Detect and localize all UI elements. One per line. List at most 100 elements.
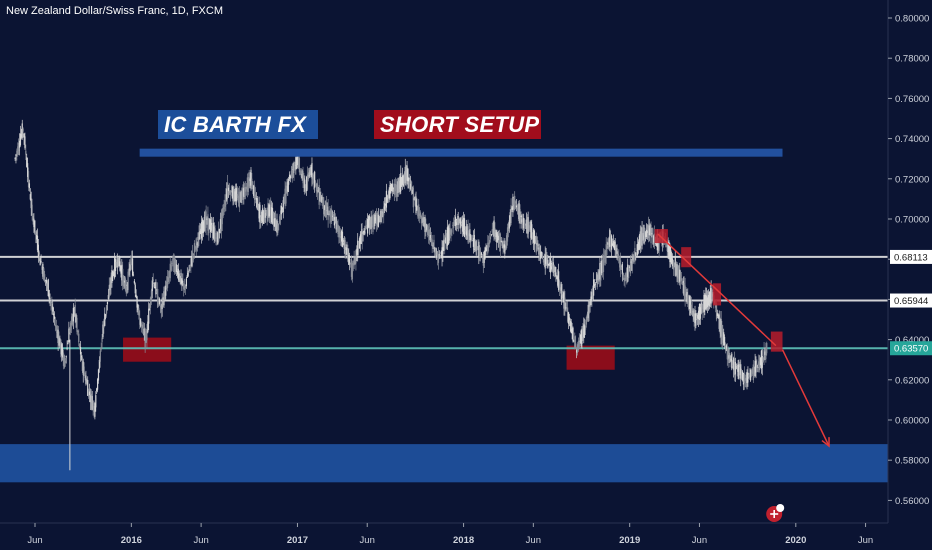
candle-body xyxy=(668,241,670,259)
candle-body xyxy=(161,298,163,310)
candle-body xyxy=(270,204,272,219)
candle-body xyxy=(337,224,339,235)
candle-body xyxy=(167,277,170,282)
candle-body xyxy=(497,234,499,241)
candle-body xyxy=(210,222,213,231)
candle-body xyxy=(612,241,614,248)
candle-body xyxy=(201,219,204,234)
candle-body xyxy=(591,292,593,300)
candle-body xyxy=(653,235,655,243)
candle-body xyxy=(558,280,561,289)
candle-body xyxy=(505,243,507,245)
candle-body xyxy=(114,259,117,272)
candle-body xyxy=(479,247,481,257)
candle-body xyxy=(760,350,762,369)
candle-body xyxy=(288,174,291,180)
candle-body xyxy=(727,349,729,360)
candle-body xyxy=(99,350,101,362)
candle-body xyxy=(253,185,256,200)
candle-body xyxy=(593,279,595,296)
candle-body xyxy=(208,218,210,234)
candle-body xyxy=(552,262,554,273)
candle-body xyxy=(606,245,608,250)
candle-body xyxy=(52,306,54,312)
candle-body xyxy=(86,382,88,384)
candle-body xyxy=(465,226,467,235)
candle-body xyxy=(249,178,251,182)
candle-body xyxy=(315,183,318,192)
candle-body xyxy=(392,183,394,192)
y-tick-label: 0.76000 xyxy=(895,94,929,105)
candle-body xyxy=(758,355,761,371)
x-tick-label: 2017 xyxy=(287,535,308,546)
candle-body xyxy=(132,274,135,276)
candle-body xyxy=(26,157,28,167)
candle-body xyxy=(641,227,643,246)
candle-body xyxy=(530,221,532,238)
candle-body xyxy=(399,176,401,193)
candle-body xyxy=(342,240,344,242)
candle-body xyxy=(350,258,353,277)
candle-body xyxy=(130,261,132,266)
x-tick-label: Jun xyxy=(858,535,873,546)
candle-body xyxy=(354,257,356,259)
candle-body xyxy=(136,296,138,308)
candle-body xyxy=(487,242,489,254)
candle-body xyxy=(403,173,405,185)
candle-body xyxy=(65,355,67,358)
candle-body xyxy=(254,194,257,199)
candle-body xyxy=(503,244,505,248)
candle-body xyxy=(121,264,123,281)
candle-body xyxy=(540,251,542,259)
candle-body xyxy=(257,204,259,209)
candle-body xyxy=(370,217,372,229)
candle-body xyxy=(432,245,434,247)
candle-body xyxy=(508,220,510,229)
candle-body xyxy=(124,278,126,291)
candle-body xyxy=(616,248,618,254)
candle-body xyxy=(305,176,308,192)
candle-body xyxy=(378,216,380,223)
candle-body xyxy=(450,230,452,235)
x-tick-label: Jun xyxy=(360,535,375,546)
candle-body xyxy=(541,251,543,257)
candle-body xyxy=(373,217,375,224)
candle-body xyxy=(578,340,580,347)
candle-body xyxy=(536,243,538,245)
candle-body xyxy=(151,280,153,292)
candle-body xyxy=(304,179,306,192)
y-tick-label: 0.80000 xyxy=(895,14,929,25)
candle-body xyxy=(380,210,382,223)
candle-body xyxy=(476,246,478,251)
candle-body xyxy=(550,262,553,270)
plot-area xyxy=(0,0,888,523)
candle-body xyxy=(194,247,196,249)
candle-body xyxy=(480,252,483,256)
candle-body xyxy=(611,243,614,246)
candle-body xyxy=(18,142,20,152)
candle-body xyxy=(16,150,18,155)
candle-body xyxy=(524,223,527,226)
candle-body xyxy=(422,217,424,223)
candle-body xyxy=(23,133,25,138)
candle-body xyxy=(428,229,431,241)
candle-body xyxy=(265,210,267,213)
candle-body xyxy=(279,210,282,220)
candle-body xyxy=(240,192,242,203)
candle-body xyxy=(742,372,745,385)
setup-label: SHORT SETUP xyxy=(374,110,541,139)
candle-body xyxy=(219,219,222,229)
supply-box xyxy=(712,283,722,306)
candle-body xyxy=(441,247,443,259)
candle-body xyxy=(517,203,519,215)
candle-body xyxy=(137,304,139,310)
candle-body xyxy=(444,241,446,250)
candle-body xyxy=(613,245,615,250)
candle-body xyxy=(440,251,442,255)
candle-body xyxy=(733,358,736,376)
candle-body xyxy=(513,198,515,205)
candle-body xyxy=(85,375,87,384)
candle-body xyxy=(283,194,285,204)
x-tick-label: Jun xyxy=(193,535,208,546)
